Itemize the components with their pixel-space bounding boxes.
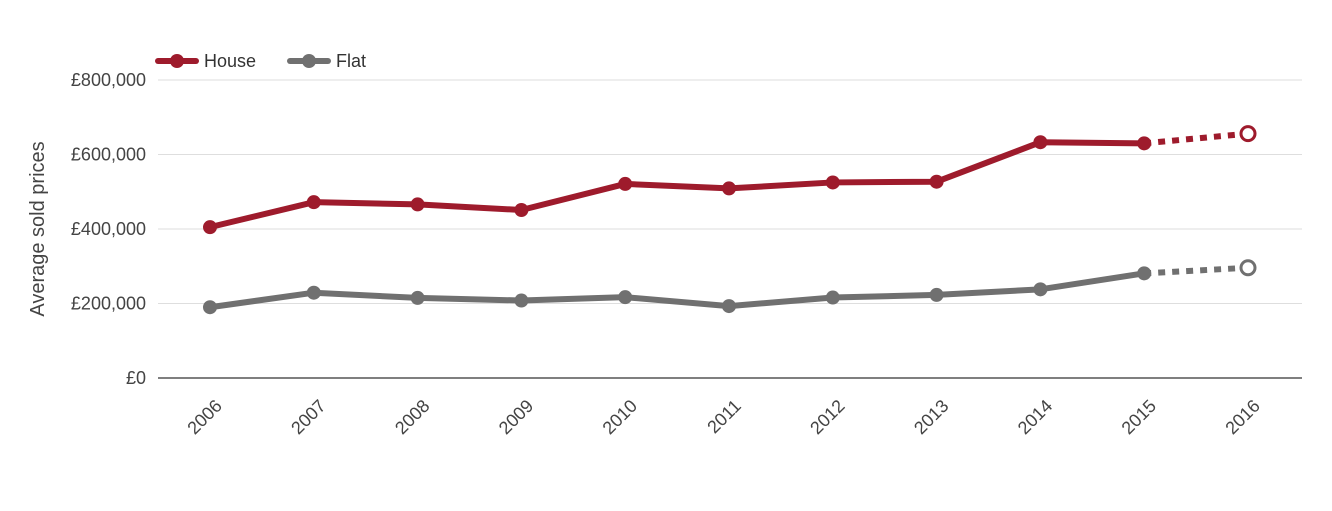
data-point-house — [514, 203, 529, 218]
data-point-house — [722, 181, 736, 196]
series-forecast-line-house — [1143, 130, 1249, 147]
x-tick-label: 2013 — [910, 396, 952, 438]
legend-marker-flat — [302, 54, 316, 68]
forecast-point-flat — [1239, 259, 1257, 277]
data-point-house — [1137, 136, 1152, 151]
legend: House Flat — [155, 51, 366, 71]
x-tick-label: 2008 — [391, 396, 433, 438]
x-axis-ticks: 2006 2007 2008 2009 2010 2011 2012 2013 2014 2015… — [183, 396, 1263, 438]
y-tick-label: £200,000 — [71, 294, 146, 314]
data-point-flat — [306, 285, 321, 300]
x-tick-label: 2012 — [806, 396, 848, 438]
data-point-flat — [203, 300, 217, 315]
x-tick-label: 2014 — [1014, 396, 1056, 438]
series-line-house — [207, 139, 1148, 231]
data-point-house — [618, 176, 633, 191]
x-tick-label: 2015 — [1118, 396, 1160, 438]
y-tick-label: £800,000 — [71, 70, 146, 90]
data-point-house — [306, 195, 321, 210]
legend-marker-house — [170, 54, 184, 68]
x-tick-label: 2007 — [287, 396, 329, 438]
data-point-flat — [1137, 266, 1152, 281]
y-axis-title: Average sold prices — [27, 141, 49, 316]
data-point-house — [1033, 135, 1048, 150]
series-layer — [203, 125, 1257, 315]
series-forecast-line-flat — [1144, 264, 1249, 277]
data-point-flat — [514, 293, 529, 308]
y-tick-label: £600,000 — [71, 145, 146, 165]
data-point-house — [825, 175, 840, 190]
data-point-flat — [825, 290, 840, 305]
legend-label-flat: Flat — [336, 51, 366, 71]
data-point-house — [410, 197, 425, 212]
x-tick-label: 2011 — [703, 396, 745, 438]
x-tick-label: 2006 — [183, 396, 225, 438]
y-tick-label: £0 — [126, 368, 146, 388]
x-tick-label: 2009 — [495, 396, 537, 438]
data-point-flat — [618, 290, 633, 305]
forecast-point-house — [1239, 125, 1257, 143]
y-tick-label: £400,000 — [71, 219, 146, 239]
legend-label-house: House — [204, 51, 256, 71]
data-point-house — [929, 174, 944, 189]
data-point-flat — [1033, 282, 1048, 297]
series-line-flat — [207, 270, 1148, 311]
y-axis-ticks: £0 £200,000 £400,000 £600,000 £800,000 — [71, 70, 146, 388]
data-point-flat — [410, 290, 425, 305]
x-tick-label: 2010 — [599, 396, 641, 438]
x-tick-label: 2016 — [1221, 396, 1263, 438]
data-point-flat — [929, 287, 944, 302]
data-point-house — [203, 220, 217, 235]
data-point-flat — [722, 299, 736, 314]
